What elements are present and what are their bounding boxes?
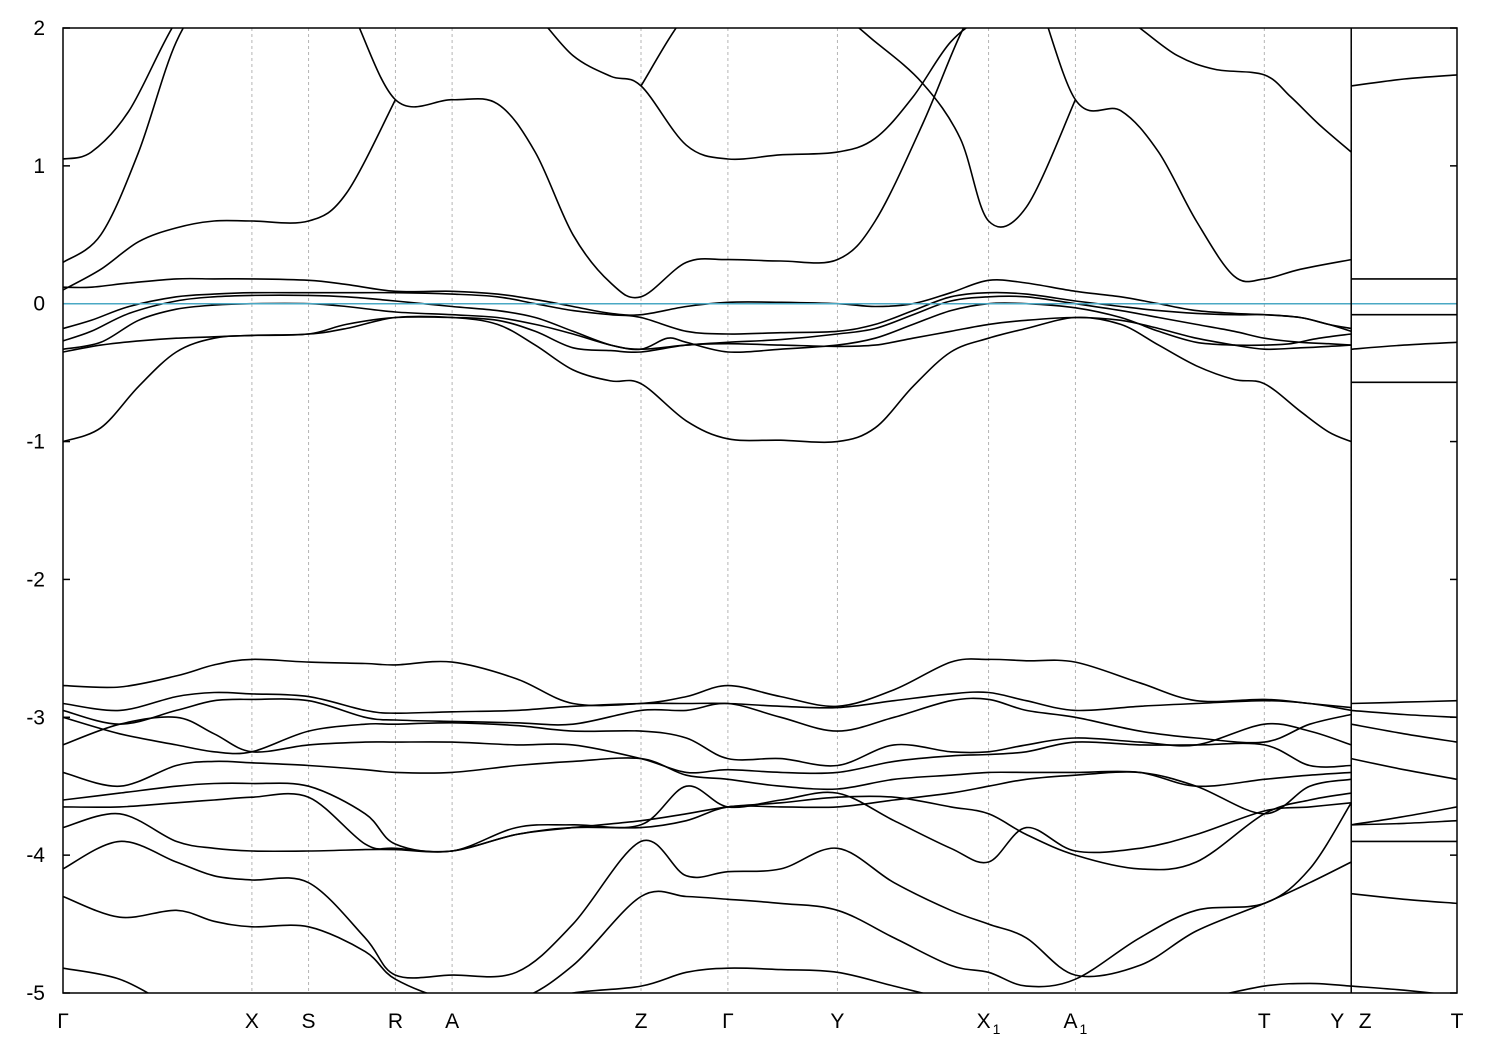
x-tick-label: A: [445, 1010, 459, 1033]
y-tick-label: -2: [26, 568, 45, 591]
band-line: [1351, 723, 1457, 743]
band-line: [1351, 341, 1457, 350]
band-line: [1351, 74, 1457, 87]
band-line: [1351, 892, 1457, 905]
band-line: [1351, 699, 1457, 705]
y-tick-label: -1: [26, 431, 45, 454]
x-tick-label: X: [245, 1010, 259, 1033]
x-tick-label: S: [302, 1010, 316, 1033]
y-tick-label: -5: [26, 982, 45, 1005]
band-line: [63, 277, 1352, 330]
x-tick-label: T: [1258, 1010, 1271, 1033]
x-tick-label: Γ: [57, 1010, 69, 1033]
band-line: [63, 771, 1352, 853]
band-line: [63, 802, 1352, 993]
band-line: [63, 792, 1352, 871]
band-line: [63, 967, 1352, 993]
band-line: [63, 28, 1352, 299]
band-line: [1351, 709, 1457, 719]
band-line: [63, 782, 1352, 864]
band-line: [63, 291, 1352, 335]
x-tick-label: Y: [830, 1010, 844, 1033]
band-lines: [63, 28, 1457, 993]
band-line: [63, 658, 1352, 709]
band-line: [63, 28, 1352, 264]
band-line: [1351, 757, 1457, 781]
band-line: [63, 697, 1352, 744]
band-line: [63, 716, 1352, 775]
x-tick-label: T: [1451, 1010, 1464, 1033]
x-tick-label: Γ: [722, 1010, 734, 1033]
band-line: [63, 839, 1352, 979]
y-tick-label: 0: [33, 293, 45, 316]
band-line: [1351, 985, 1439, 993]
band-line: [63, 691, 1352, 715]
x-tick-label: Z: [635, 1010, 648, 1033]
plot-frame: [62, 27, 1458, 994]
x-tick-label: Y: [1330, 1010, 1344, 1033]
band-line: [63, 294, 1352, 351]
y-tick-label: 1: [33, 155, 45, 178]
y-tick-label: -3: [26, 706, 45, 729]
band-line: [1351, 806, 1457, 826]
y-tick-label: 2: [33, 17, 45, 40]
x-tick-label: Z: [1359, 1010, 1372, 1033]
band-line: [63, 315, 1352, 444]
band-line: [640, 28, 1077, 228]
x-tick-label: R: [388, 1010, 403, 1033]
band-line: [63, 716, 1352, 767]
band-line: [1351, 819, 1457, 826]
y-tick-label: -4: [26, 844, 45, 867]
band-line: [63, 99, 397, 291]
